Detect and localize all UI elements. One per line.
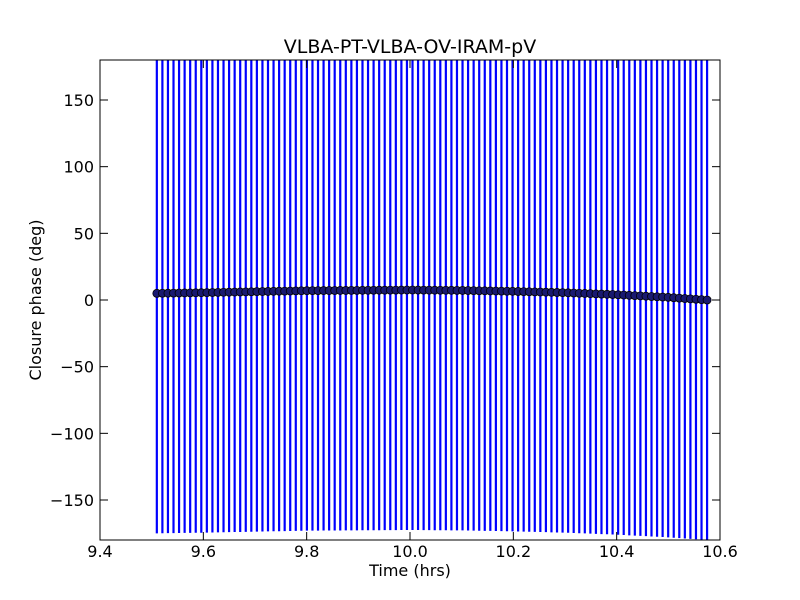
y-tick-label: 150 bbox=[63, 91, 94, 110]
x-axis-label: Time (hrs) bbox=[368, 561, 451, 580]
y-tick-label: 0 bbox=[84, 291, 94, 310]
y-tick-label: −50 bbox=[60, 358, 94, 377]
y-tick-label: −100 bbox=[50, 424, 94, 443]
x-tick-label: 10.0 bbox=[392, 542, 428, 561]
x-tick-label: 9.4 bbox=[87, 542, 112, 561]
y-tick-label: −150 bbox=[50, 491, 94, 510]
data-point bbox=[702, 295, 712, 305]
y-tick-label: 100 bbox=[63, 158, 94, 177]
x-tick-label: 10.6 bbox=[702, 542, 738, 561]
y-axis: −150 −100 −50 0 50 100 150 bbox=[50, 91, 720, 510]
y-tick-label: 50 bbox=[74, 224, 94, 243]
plot-background bbox=[100, 60, 720, 540]
x-tick-label: 10.2 bbox=[496, 542, 532, 561]
plot-area bbox=[99, 59, 721, 541]
y-axis-label: Closure phase (deg) bbox=[26, 219, 45, 380]
x-axis: 9.4 9.6 9.8 10.0 10.2 10.4 10.6 bbox=[87, 60, 738, 561]
x-tick-label: 9.6 bbox=[191, 542, 216, 561]
x-tick-label: 10.4 bbox=[599, 542, 635, 561]
markers-group bbox=[152, 285, 712, 305]
chart-title: VLBA-PT-VLBA-OV-IRAM-pV bbox=[284, 36, 536, 58]
x-tick-label: 9.8 bbox=[294, 542, 319, 561]
